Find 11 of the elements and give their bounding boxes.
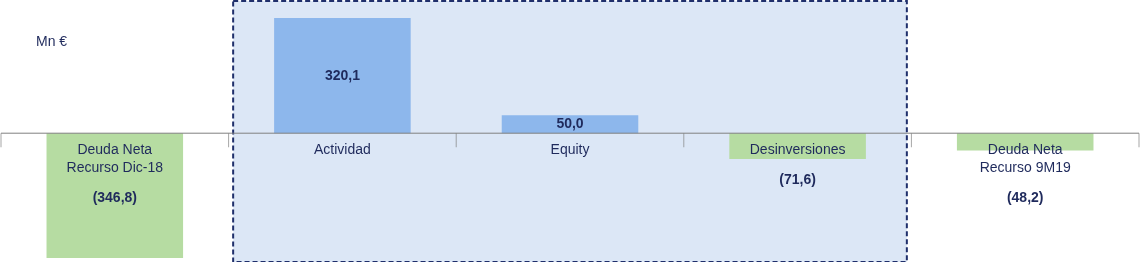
data-label: (71,6) bbox=[779, 171, 816, 188]
data-label: (346,8) bbox=[92, 189, 137, 206]
x-tick-label: Equity bbox=[550, 141, 590, 158]
x-tick-label: Actividad bbox=[313, 141, 371, 158]
x-tick-label: Deuda Neta Recurso 9M19 bbox=[979, 141, 1071, 176]
data-label: (48,2) bbox=[1006, 189, 1044, 206]
x-tick-label: Desinversiones bbox=[749, 141, 846, 158]
y-axis-title: Mn € bbox=[36, 33, 68, 49]
x-tick-label: Deuda Neta Recurso Dic-18 bbox=[66, 141, 164, 176]
data-label: 320,1 bbox=[324, 66, 361, 83]
data-label: 50,0 bbox=[556, 115, 584, 132]
